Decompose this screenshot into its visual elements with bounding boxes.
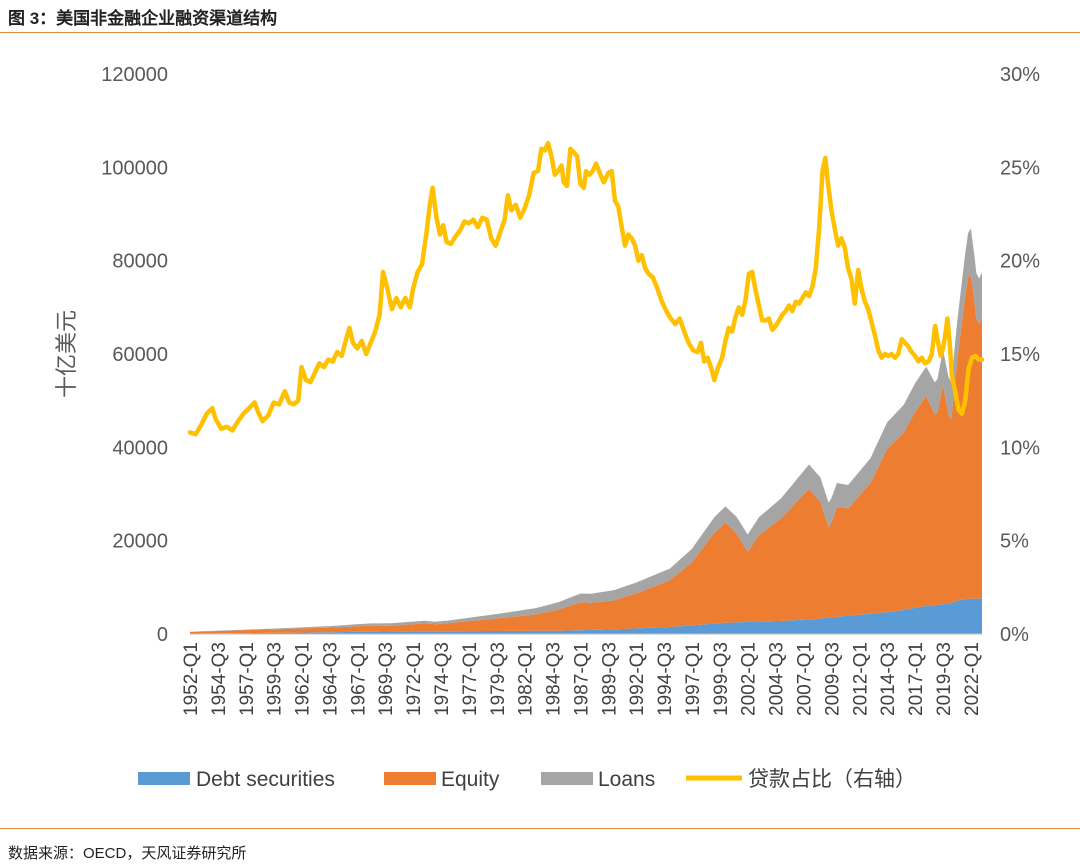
x-tick-label: 1974-Q3	[432, 642, 453, 716]
y2-tick-label: 20%	[1000, 251, 1040, 273]
x-tick-label: 2004-Q3	[767, 642, 788, 716]
y2-tick-label: 25%	[1000, 157, 1040, 179]
legend-swatch-2	[541, 772, 593, 785]
y-axis-label: 十亿美元	[54, 310, 79, 398]
axes-group: 0 20000 40000 60000 80000 100000 120000 0% 5% 10%…	[54, 64, 1040, 716]
y-tick-label: 80000	[112, 251, 168, 273]
legend: Debt securities Equity Loans 贷款占比（右轴）	[138, 768, 916, 791]
y-tick-label: 20000	[112, 531, 168, 553]
x-tick-label: 1962-Q1	[293, 642, 314, 716]
x-tick-label: 1987-Q1	[571, 642, 592, 716]
chart: 0 20000 40000 60000 80000 100000 120000 0% 5% 10%…	[54, 64, 1040, 791]
legend-swatch-1	[384, 772, 436, 785]
y-tick-label: 60000	[112, 344, 168, 366]
x-tick-label: 1992-Q1	[627, 642, 648, 716]
x-tick-label: 2019-Q3	[934, 642, 955, 716]
y2-tick-label: 0%	[1000, 624, 1029, 646]
y2-tick-label: 15%	[1000, 344, 1040, 366]
legend-label-1: Equity	[441, 768, 500, 791]
x-tick-label: 2012-Q1	[850, 642, 871, 716]
x-tick-label: 1972-Q1	[404, 642, 425, 716]
y-tick-label: 100000	[101, 157, 168, 179]
area-series-1	[190, 275, 982, 634]
line-group	[187, 140, 985, 437]
y2-tick-label: 5%	[1000, 531, 1029, 553]
x-tick-label: 1984-Q3	[544, 642, 565, 716]
bottom-divider	[0, 828, 1080, 829]
source-note: 数据来源：OECD，天风证券研究所	[8, 845, 247, 862]
x-tick-label: 1977-Q1	[460, 642, 481, 716]
line-series-0	[187, 140, 985, 437]
x-tick-label: 1964-Q3	[320, 642, 341, 716]
x-tick-label: 1999-Q3	[711, 642, 732, 716]
x-tick-label: 2014-Q3	[878, 642, 899, 716]
legend-label-3: 贷款占比（右轴）	[748, 768, 916, 791]
legend-label-0: Debt securities	[196, 768, 335, 791]
stacked-area-group	[190, 228, 982, 634]
y-tick-label: 40000	[112, 437, 168, 459]
top-divider	[0, 32, 1080, 33]
x-tick-label: 1952-Q1	[181, 642, 202, 716]
x-tick-label: 1959-Q3	[265, 642, 286, 716]
y2-tick-label: 30%	[1000, 64, 1040, 86]
x-tick-label: 1989-Q3	[599, 642, 620, 716]
x-tick-label: 1979-Q3	[488, 642, 509, 716]
x-tick-label: 1967-Q1	[348, 642, 369, 716]
x-tick-label: 1954-Q3	[209, 642, 230, 716]
legend-label-2: Loans	[598, 768, 655, 791]
x-tick-label: 1982-Q1	[516, 642, 537, 716]
x-tick-label: 1994-Q3	[655, 642, 676, 716]
legend-swatch-0	[138, 772, 190, 785]
figure-title: 图 3：美国非金融企业融资渠道结构	[8, 9, 278, 28]
x-tick-label: 1957-Q1	[237, 642, 258, 716]
y-tick-label: 120000	[101, 64, 168, 86]
area-series-0	[190, 598, 982, 634]
x-tick-label: 1997-Q1	[683, 642, 704, 716]
x-tick-label: 2002-Q1	[739, 642, 760, 716]
x-tick-label: 2009-Q3	[822, 642, 843, 716]
x-tick-label: 2017-Q1	[906, 642, 927, 716]
y2-tick-label: 10%	[1000, 437, 1040, 459]
y-tick-label: 0	[157, 624, 168, 646]
x-tick-label: 2007-Q1	[795, 642, 816, 716]
x-tick-label: 2022-Q1	[962, 642, 983, 716]
x-tick-label: 1969-Q3	[376, 642, 397, 716]
